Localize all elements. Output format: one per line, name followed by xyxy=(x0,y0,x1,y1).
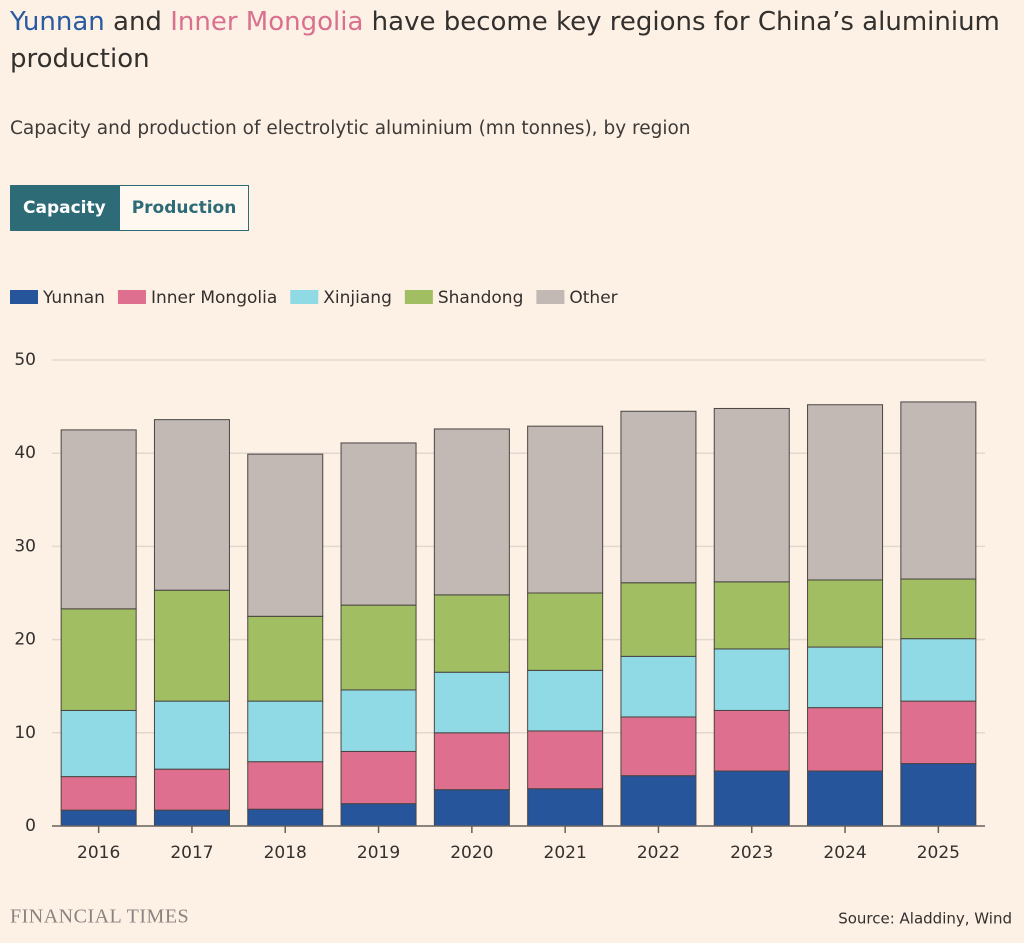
x-tick-label: 2019 xyxy=(357,843,400,863)
bar-segment xyxy=(620,655,697,718)
bar-segment xyxy=(60,429,137,610)
x-tick-label: 2023 xyxy=(730,843,773,863)
y-tick-label: 20 xyxy=(14,630,36,650)
title-part: Inner Mongolia xyxy=(170,7,364,37)
bar-segment xyxy=(620,716,697,777)
legend-label: Other xyxy=(569,288,617,308)
bar-segment xyxy=(60,776,137,811)
bar-segment xyxy=(247,808,324,827)
y-tick-label: 40 xyxy=(14,443,36,463)
bar-segment xyxy=(527,730,604,790)
x-tick-label: 2025 xyxy=(917,843,960,863)
bar-segment xyxy=(900,401,977,580)
title-part: Yunnan xyxy=(10,7,105,37)
x-tick-label: 2020 xyxy=(450,843,493,863)
title-part: have become key regions for China’s alum… xyxy=(10,7,1000,74)
bar-segment xyxy=(713,581,790,650)
bar-segment xyxy=(527,592,604,671)
x-tick-label: 2017 xyxy=(170,843,213,863)
toggle: Capacity Production xyxy=(10,185,250,231)
toggle-button[interactable]: Capacity xyxy=(10,185,119,231)
chart-title: Yunnan and Inner Mongolia have become ke… xyxy=(10,4,1015,78)
bar-segment xyxy=(527,669,604,732)
bar-segment xyxy=(247,700,324,763)
source: Source: Aladdiny, Wind xyxy=(838,910,1012,928)
x-tick-label: 2016 xyxy=(77,843,120,863)
y-tick-label: 50 xyxy=(14,350,36,370)
bar-segment xyxy=(713,709,790,772)
bar-segment xyxy=(153,419,230,591)
bar-segment xyxy=(807,646,884,709)
bar-segment xyxy=(433,428,510,596)
legend-label: Xinjiang xyxy=(323,288,392,308)
bar-segment xyxy=(153,809,230,827)
bar-segment xyxy=(807,707,884,772)
title-part: and xyxy=(113,7,162,37)
x-tick-label: 2021 xyxy=(544,843,587,863)
bar-segment xyxy=(620,582,697,657)
bar-segment xyxy=(247,615,324,702)
bar-segment xyxy=(340,750,417,805)
x-tick-label: 2018 xyxy=(264,843,307,863)
bar-segment xyxy=(340,803,417,827)
bar-segment xyxy=(900,638,977,702)
toggle-button[interactable]: Production xyxy=(118,185,250,231)
legend-swatch xyxy=(290,290,319,304)
x-tick-label: 2024 xyxy=(823,843,866,863)
bar-segment xyxy=(60,809,137,827)
legend-swatch xyxy=(536,290,565,304)
bar-segment xyxy=(247,761,324,810)
subtitle: Capacity and production of electrolytic … xyxy=(10,118,691,139)
bar-segment xyxy=(900,763,977,827)
bar-segment xyxy=(433,789,510,827)
bar-segment xyxy=(433,594,510,673)
y-tick-label: 30 xyxy=(14,536,36,556)
bar-segment xyxy=(340,442,417,606)
legend-swatch xyxy=(10,290,38,304)
bar-segment xyxy=(153,589,230,702)
bar-segment xyxy=(340,604,417,691)
legend-label: Yunnan xyxy=(42,288,105,308)
legend-swatch xyxy=(117,290,146,304)
bar-segment xyxy=(527,788,604,827)
bar-segment xyxy=(433,732,510,791)
bar-segment xyxy=(60,608,137,711)
bar-segment xyxy=(900,700,977,765)
bar-segment xyxy=(807,404,884,581)
bar-segment xyxy=(340,689,417,752)
legend-label: Shandong xyxy=(438,288,524,308)
publisher: FINANCIAL TIMES xyxy=(10,906,189,928)
bar-segment xyxy=(713,770,790,827)
bar-segment xyxy=(713,648,790,711)
bar-segment xyxy=(433,671,510,734)
bar-segment xyxy=(713,407,790,583)
bar-segment xyxy=(620,410,697,584)
y-tick-label: 0 xyxy=(25,816,36,836)
legend-swatch xyxy=(404,290,433,304)
bar-segment xyxy=(60,709,137,778)
bar-segment xyxy=(153,700,230,770)
bar-segment xyxy=(620,775,697,827)
x-tick-label: 2022 xyxy=(637,843,680,863)
bar-segment xyxy=(247,453,324,617)
bar-segment xyxy=(807,770,884,827)
bar-segment xyxy=(807,579,884,648)
y-tick-label: 10 xyxy=(14,723,36,743)
bar-segment xyxy=(527,425,604,594)
legend-label: Inner Mongolia xyxy=(151,288,277,308)
bar-segment xyxy=(900,578,977,640)
bar-segment xyxy=(153,768,230,811)
